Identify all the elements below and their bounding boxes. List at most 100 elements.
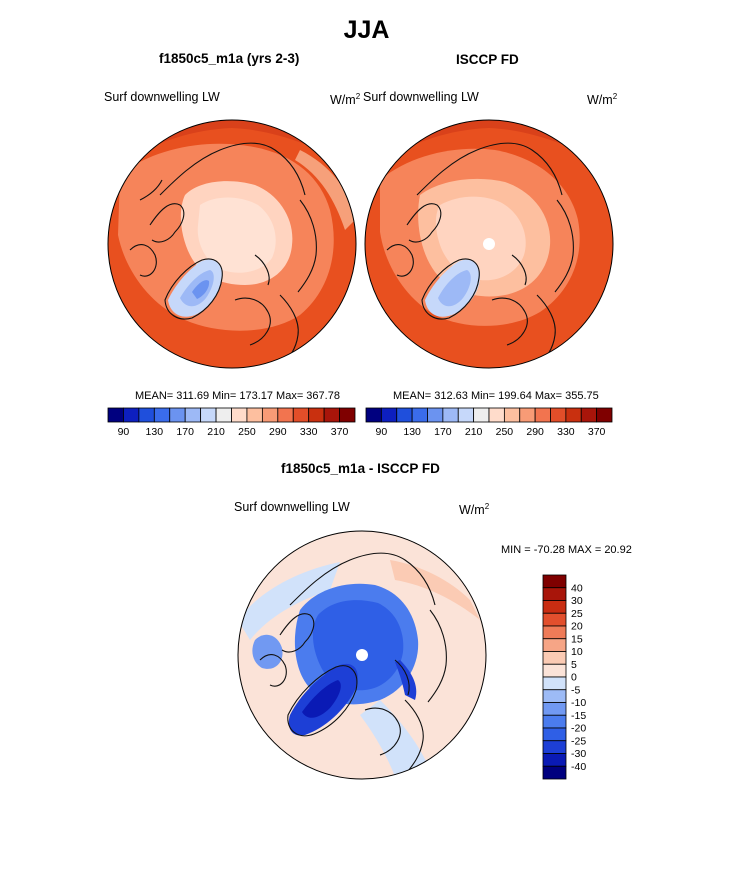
- colorbar-swatch: [457, 407, 475, 423]
- colorbar-tick-label: 90: [376, 426, 388, 438]
- colorbar-swatch: [246, 407, 263, 423]
- colorbar-2: 90 130 170 210 250 290 330 370: [365, 407, 613, 438]
- colorbar-tick-label: 170: [176, 426, 194, 438]
- colorbar-swatch: [215, 407, 232, 423]
- colorbar-tick-label: 210: [465, 426, 483, 438]
- panel-3-variable: Surf downwelling LW: [234, 500, 350, 514]
- colorbar-swatch: [184, 407, 202, 423]
- panel-1-stats: MEAN= 311.69 Min= 173.17 Max= 367.78: [135, 390, 340, 402]
- colorbar-swatch: [542, 651, 567, 665]
- colorbar-tick-label: 20: [571, 621, 583, 633]
- colorbar-tick-label: -20: [571, 723, 586, 735]
- colorbar-swatch: [542, 638, 567, 652]
- colorbar-swatch: [542, 600, 567, 614]
- colorbar-tick-label: -40: [571, 761, 586, 773]
- colorbar-swatch: [542, 574, 567, 589]
- colorbar-swatch: [396, 407, 413, 423]
- colorbar-swatch: [138, 407, 155, 423]
- colorbar-tick-label: -30: [571, 748, 586, 760]
- colorbar-swatch: [339, 407, 356, 423]
- colorbar-tick-label: 5: [571, 659, 577, 671]
- colorbar-swatch: [542, 714, 567, 729]
- panel-2-units: W/m2: [587, 92, 618, 108]
- colorbar-swatch: [550, 407, 567, 423]
- colorbar-tick-label: 40: [571, 582, 583, 594]
- colorbar-tick-label: -10: [571, 697, 586, 709]
- colorbar-tick-label: -5: [571, 684, 580, 696]
- map-2: [364, 119, 614, 369]
- pole-marker-3: [356, 649, 368, 661]
- colorbar-tick-label: 210: [207, 426, 225, 438]
- colorbar-swatch: [231, 407, 248, 423]
- colorbar-tick-label: 0: [571, 672, 577, 684]
- panel-2-title: ISCCP FD: [456, 52, 519, 67]
- pole-marker-2: [483, 238, 495, 250]
- colorbar-swatch: [292, 407, 310, 423]
- colorbar-tick-label: 15: [571, 633, 583, 645]
- colorbar-swatch: [580, 407, 598, 423]
- figure-title: JJA: [343, 16, 390, 44]
- colorbar-swatch: [107, 407, 124, 423]
- colorbar-swatch: [488, 407, 505, 423]
- colorbar-tick-label: 250: [238, 426, 256, 438]
- colorbar-swatch: [380, 407, 398, 423]
- colorbar-tick-label: 130: [146, 426, 164, 438]
- colorbar-tick-label: 370: [331, 426, 349, 438]
- colorbar-swatch: [542, 702, 567, 716]
- colorbar-tick-label: 290: [526, 426, 544, 438]
- colorbar-tick-label: 250: [496, 426, 514, 438]
- map-1: [107, 119, 357, 369]
- panel-2-variable: Surf downwelling LW: [363, 90, 479, 104]
- colorbar-swatch: [565, 407, 582, 423]
- colorbar-swatch: [277, 407, 294, 423]
- colorbar-swatch: [542, 625, 567, 640]
- panel-2-stats: MEAN= 312.63 Min= 199.64 Max= 355.75: [393, 390, 599, 402]
- colorbar-swatch: [542, 753, 567, 767]
- panel-1-title: f1850c5_m1a (yrs 2-3): [159, 51, 300, 66]
- colorbar-swatch: [442, 407, 459, 423]
- colorbar-swatch: [503, 407, 521, 423]
- colorbar-swatch: [519, 407, 536, 423]
- colorbar-swatch: [153, 407, 171, 423]
- colorbar-swatch: [542, 765, 567, 780]
- colorbar-tick-label: 170: [434, 426, 452, 438]
- colorbar-tick-label: 130: [403, 426, 421, 438]
- colorbar-swatch: [542, 689, 567, 703]
- colorbar-tick-label: 330: [557, 426, 575, 438]
- colorbar-swatch: [542, 676, 567, 691]
- colorbar-swatch: [542, 587, 567, 601]
- colorbar-swatch: [542, 663, 567, 678]
- colorbar-swatch: [308, 407, 325, 423]
- panel-1-units: W/m2: [330, 92, 361, 108]
- colorbar-swatch: [365, 407, 382, 423]
- colorbar-tick-label: 30: [571, 595, 583, 607]
- colorbar-swatch: [473, 407, 490, 423]
- panel-3-units: W/m2: [459, 502, 490, 518]
- colorbar-swatch: [427, 407, 444, 423]
- colorbar-tick-label: 90: [118, 426, 130, 438]
- colorbar-1: 90 130 170 210 250 290 330 370: [107, 407, 356, 438]
- colorbar-tick-label: 25: [571, 608, 583, 620]
- colorbar-swatch: [411, 407, 428, 423]
- colorbar-swatch: [200, 407, 217, 423]
- colorbar-tick-label: 370: [588, 426, 606, 438]
- colorbar-tick-label: -25: [571, 735, 586, 747]
- colorbar-swatch: [323, 407, 340, 423]
- colorbar-swatch: [261, 407, 279, 423]
- colorbar-tick-label: 10: [571, 646, 583, 658]
- colorbar-swatch: [534, 407, 551, 423]
- panel-3-stats: MIN = -70.28 MAX = 20.92: [501, 544, 632, 556]
- colorbar-swatch: [596, 407, 613, 423]
- colorbar-tick-label: 290: [269, 426, 287, 438]
- colorbar-tick-label: -15: [571, 710, 586, 722]
- colorbar-swatch: [542, 740, 567, 754]
- panel-1-variable: Surf downwelling LW: [104, 90, 220, 104]
- colorbar-swatch: [542, 612, 567, 627]
- colorbar-swatch: [123, 407, 140, 423]
- map-3: [237, 530, 487, 780]
- colorbar-swatch: [169, 407, 186, 423]
- colorbar-tick-label: 330: [300, 426, 318, 438]
- panel-3-title: f1850c5_m1a - ISCCP FD: [281, 461, 440, 476]
